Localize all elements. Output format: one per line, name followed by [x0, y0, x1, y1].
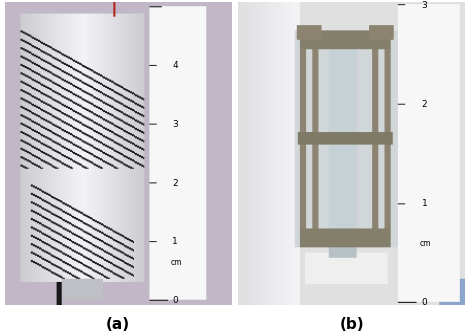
Text: 2: 2 — [422, 100, 427, 109]
Text: 0: 0 — [422, 298, 427, 307]
Text: 3: 3 — [422, 1, 427, 10]
Text: 0: 0 — [172, 296, 178, 305]
Text: 2: 2 — [172, 179, 178, 188]
Text: (b): (b) — [340, 317, 365, 332]
Text: 1: 1 — [172, 237, 178, 246]
Text: (a): (a) — [105, 317, 130, 332]
Text: cm: cm — [419, 239, 431, 248]
Text: 4: 4 — [172, 61, 178, 70]
Text: 3: 3 — [172, 120, 178, 129]
Text: cm: cm — [170, 258, 182, 267]
Text: 1: 1 — [422, 199, 427, 208]
